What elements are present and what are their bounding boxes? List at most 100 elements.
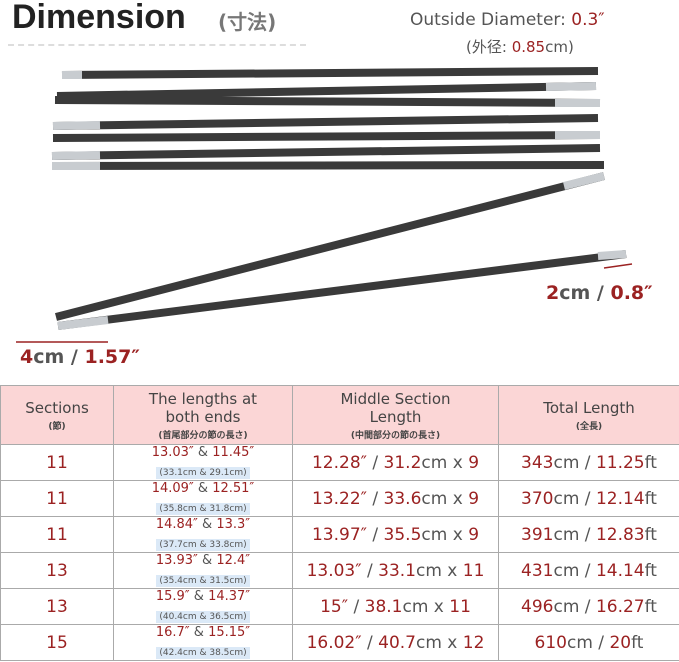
ends-metric: (37.7cm & 33.8cm) bbox=[156, 539, 250, 551]
sections-cell: 13 bbox=[0, 588, 114, 625]
text-part: cm / bbox=[553, 524, 596, 545]
text-part: 16.27 bbox=[595, 596, 645, 617]
table-row: 13 13.93″ & 12.4″ (35.4cm & 31.5cm) 13.03″ … bbox=[0, 552, 679, 589]
text-part: 11 bbox=[462, 560, 485, 581]
sections: 13 bbox=[46, 560, 68, 581]
text-part: 11.45″ bbox=[212, 445, 255, 460]
text-part: / bbox=[361, 632, 379, 653]
middle-cell: 13.97″ / 35.5cm x 9 bbox=[292, 516, 499, 553]
text-part: 4 bbox=[20, 346, 34, 368]
text-part: 14.14 bbox=[595, 560, 645, 581]
text-part: 14.09″ bbox=[151, 481, 194, 496]
text-part: cm / bbox=[33, 346, 85, 368]
sections: 15 bbox=[46, 632, 68, 653]
text-part: / bbox=[348, 596, 365, 617]
text-part: cm / bbox=[567, 632, 610, 653]
text-part: 610 bbox=[534, 632, 567, 653]
text-part: 343 bbox=[521, 452, 554, 473]
ends: 14.09″ & 12.51″ bbox=[114, 481, 292, 496]
text-part: & bbox=[193, 481, 213, 496]
ends-cell: 13.03″ & 11.45″ (33.1cm & 29.1cm) bbox=[113, 444, 293, 481]
text-part: cm / bbox=[553, 452, 596, 473]
sections-cell: 11 bbox=[0, 516, 114, 553]
sections: 11 bbox=[46, 524, 68, 545]
text-part: 11.25 bbox=[595, 452, 645, 473]
text-part: 0.3″ bbox=[571, 10, 605, 30]
callout: 4cm / 1.57″ bbox=[20, 346, 140, 368]
text-part: cm x bbox=[416, 560, 463, 581]
text-part: (外径: bbox=[466, 38, 512, 56]
text-part: 0.85 bbox=[511, 38, 546, 56]
column-note: (首尾部分の節の長さ) bbox=[158, 430, 248, 441]
title-note: (寸法) bbox=[218, 10, 277, 34]
table-row: 11 13.03″ & 11.45″ (33.1cm & 29.1cm) 12.28″… bbox=[0, 444, 679, 481]
text-part: 11 bbox=[449, 596, 471, 617]
ends: 13.03″ & 11.45″ bbox=[114, 445, 292, 460]
ends: 15.9″ & 14.37″ bbox=[114, 589, 292, 604]
text-part: 13.03″ bbox=[151, 445, 194, 460]
ends: 13.93″ & 12.4″ bbox=[114, 553, 292, 568]
text-part: ft bbox=[644, 488, 657, 509]
text-part: 391 bbox=[521, 524, 554, 545]
text-part: 16.02″ bbox=[306, 632, 362, 653]
middle-cell: 16.02″ / 40.7cm x 12 bbox=[292, 624, 499, 661]
text-part: 14.37″ bbox=[208, 589, 251, 604]
text-part: 13.3″ bbox=[216, 517, 251, 532]
text-part: 14.84″ bbox=[155, 517, 198, 532]
ends: 16.7″ & 15.15″ bbox=[114, 625, 292, 640]
column-note: (節) bbox=[48, 421, 66, 432]
ends-metric: (42.4cm & 38.5cm) bbox=[156, 647, 250, 659]
sections-cell: 11 bbox=[0, 480, 114, 517]
text-part: cm / bbox=[553, 596, 596, 617]
text-part: & bbox=[193, 445, 213, 460]
text-part: / bbox=[367, 452, 384, 473]
sections-cell: 15 bbox=[0, 624, 114, 661]
ends-cell: 14.09″ & 12.51″ (35.8cm & 31.8cm) bbox=[113, 480, 293, 517]
text-part: 20 bbox=[609, 632, 632, 653]
sections: 13 bbox=[46, 596, 68, 617]
text-part: 40.7 bbox=[378, 632, 416, 653]
title: Dimension bbox=[12, 0, 186, 36]
text-part: 16.7″ bbox=[155, 625, 190, 640]
sections-cell: 13 bbox=[0, 552, 114, 589]
ends-cell: 13.93″ & 12.4″ (35.4cm & 31.5cm) bbox=[113, 552, 293, 589]
column-header: Total Length (全長) bbox=[498, 385, 679, 445]
text-part: 33.1 bbox=[378, 560, 416, 581]
ends-metric: (40.4cm & 36.5cm) bbox=[156, 611, 250, 623]
column-header: Sections (節) bbox=[0, 385, 114, 445]
ends-metric: (35.4cm & 31.5cm) bbox=[156, 575, 250, 587]
table-row: 11 14.84″ & 13.3″ (37.7cm & 33.8cm) 13.97″ … bbox=[0, 516, 679, 553]
ends-cell: 14.84″ & 13.3″ (37.7cm & 33.8cm) bbox=[113, 516, 293, 553]
text-part: 15.9″ bbox=[155, 589, 190, 604]
table-row: 11 14.09″ & 12.51″ (35.8cm & 31.8cm) 13.22″… bbox=[0, 480, 679, 517]
column-header: The lengths at both ends (首尾部分の節の長さ) bbox=[113, 385, 293, 445]
total-cell: 610cm / 20ft bbox=[498, 624, 679, 661]
ends-metric: (35.8cm & 31.8cm) bbox=[156, 503, 250, 515]
text-part: / bbox=[367, 524, 384, 545]
text-part: 0.8″ bbox=[610, 282, 653, 304]
divider bbox=[8, 44, 306, 46]
table-row: 13 15.9″ & 14.37″ (40.4cm & 36.5cm) 15″ / 3… bbox=[0, 588, 679, 625]
text-part: ft bbox=[631, 632, 644, 653]
column-header: Middle Section Length (中間部分の節の長さ) bbox=[292, 385, 499, 445]
text-part: cm x bbox=[421, 524, 469, 545]
text-part: ft bbox=[644, 596, 657, 617]
middle-cell: 15″ / 38.1cm x 11 bbox=[292, 588, 499, 625]
text-part: cm x bbox=[421, 452, 469, 473]
text-part: 12.4″ bbox=[216, 553, 251, 568]
text-part: cm x bbox=[416, 632, 463, 653]
ends-cell: 16.7″ & 15.15″ (42.4cm & 38.5cm) bbox=[113, 624, 293, 661]
poles bbox=[16, 67, 633, 343]
text-part: cm x bbox=[402, 596, 450, 617]
total-cell: 343cm / 11.25ft bbox=[498, 444, 679, 481]
text-part: ft bbox=[644, 524, 657, 545]
text-part: 13.22″ bbox=[311, 488, 367, 509]
text-part: 12.83 bbox=[595, 524, 645, 545]
text-part: 13.97″ bbox=[311, 524, 367, 545]
text-part: 12.14 bbox=[595, 488, 645, 509]
text-part: ft bbox=[644, 560, 657, 581]
dimension-table: Sections (節) The lengths at both ends (首尾部分… bbox=[0, 385, 679, 661]
text-part: 35.5 bbox=[383, 524, 422, 545]
text-part: Outside Diameter: bbox=[410, 10, 572, 30]
